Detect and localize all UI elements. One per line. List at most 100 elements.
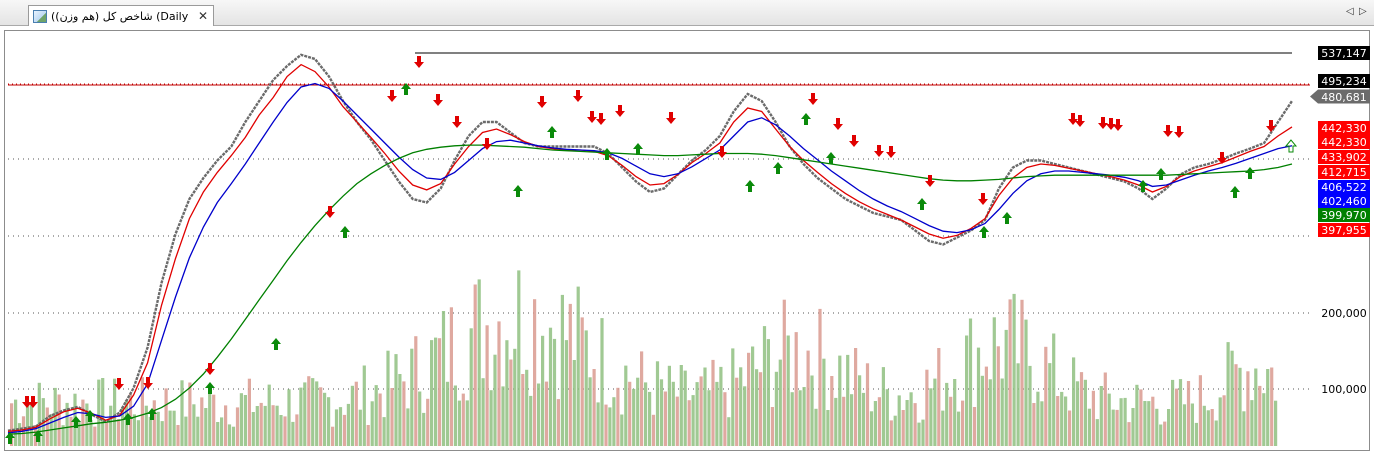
- volume-axis-labels: 200,000 100,000: [1321, 307, 1367, 396]
- volume-bar: [1020, 299, 1024, 446]
- volume-bar: [25, 405, 30, 446]
- volume-bar: [556, 399, 560, 446]
- volume-bar: [121, 407, 125, 446]
- volume-bar: [445, 381, 450, 446]
- volume-bar: [101, 378, 105, 446]
- volume-bar: [1131, 408, 1135, 446]
- volume-bar: [1163, 421, 1167, 446]
- volume-bar: [1274, 400, 1278, 446]
- buy-arrow-icon: [1284, 139, 1298, 153]
- volume-bar: [29, 402, 33, 446]
- volume-bar: [727, 417, 731, 446]
- sell-arrow-icon: [587, 111, 597, 123]
- volume-bar: [61, 425, 65, 446]
- volume-bar: [299, 387, 303, 446]
- volume-bar: [227, 424, 232, 446]
- volume-bar: [271, 405, 275, 446]
- volume-bar: [1206, 410, 1210, 446]
- volume-bar: [846, 354, 850, 446]
- sell-arrow-icon: [1106, 118, 1116, 130]
- volume-bar: [513, 348, 517, 446]
- volume-bar: [735, 377, 739, 446]
- volume-bar: [552, 338, 557, 446]
- volume-bar: [798, 390, 802, 446]
- volume-bar: [493, 354, 497, 446]
- volume-bar: [156, 411, 160, 446]
- volume-bar: [1008, 299, 1012, 446]
- sell-arrow-icon: [1113, 119, 1123, 131]
- buy-arrow-icon: [271, 338, 281, 350]
- volume-bar: [505, 340, 509, 446]
- volume-bar: [37, 382, 41, 446]
- volume-bar: [1254, 368, 1258, 446]
- volume-bar: [144, 405, 148, 446]
- volume-bar: [739, 367, 743, 446]
- series-line-1: [7, 63, 1293, 433]
- volume-bar: [1226, 342, 1230, 446]
- volume-tick-label: 200,000: [1321, 307, 1367, 320]
- buy-arrow-icon: [33, 430, 43, 442]
- volume-bar: [327, 397, 331, 446]
- price-tag: 442,330: [1318, 121, 1370, 135]
- volume-bar: [1147, 401, 1151, 446]
- price-tag: 399,970: [1318, 208, 1370, 222]
- volume-bar: [632, 388, 636, 446]
- volume-bar: [648, 391, 652, 446]
- volume-bar: [346, 403, 350, 446]
- volume-bar: [881, 367, 885, 446]
- volume-bar: [275, 405, 279, 446]
- volume-bar: [533, 299, 537, 446]
- close-icon[interactable]: ✕: [197, 9, 208, 23]
- volume-bar: [208, 389, 212, 446]
- volume-bar: [176, 425, 180, 446]
- sell-arrow-icon: [717, 146, 727, 158]
- volume-bar: [1068, 410, 1072, 446]
- signal-arrows: [5, 56, 1298, 444]
- volume-bar: [469, 328, 473, 446]
- volume-bar: [901, 410, 905, 446]
- chart-area[interactable]: [4, 30, 1370, 451]
- volume-bar: [128, 393, 133, 446]
- volume-bar: [695, 382, 699, 446]
- sell-arrow-icon: [849, 135, 859, 147]
- volume-bar: [338, 407, 343, 446]
- chart-tab[interactable]: (شاخص کل (هم وزن) (Daily ✕: [28, 5, 214, 26]
- scroll-left-icon[interactable]: ◁: [1346, 6, 1354, 17]
- volume-bar: [766, 339, 770, 446]
- volume-bar: [1036, 391, 1040, 446]
- volume-bar: [961, 400, 965, 446]
- volume-bar: [200, 397, 204, 446]
- volume-bar: [287, 389, 291, 446]
- sell-arrow-icon: [143, 377, 153, 389]
- sell-arrow-icon: [1174, 126, 1184, 138]
- volume-bar: [196, 416, 200, 446]
- scroll-right-icon[interactable]: ▷: [1359, 6, 1367, 17]
- volume-bar: [861, 392, 866, 446]
- volume-bar: [1103, 372, 1107, 446]
- chart-icon: [33, 9, 47, 23]
- volume-bar: [184, 416, 188, 446]
- volume-bar: [342, 414, 347, 446]
- volume-bar: [1056, 396, 1060, 446]
- volume-bar: [858, 375, 862, 446]
- volume-bar: [224, 405, 228, 446]
- volume-bar: [980, 375, 984, 446]
- volume-bar: [394, 354, 398, 446]
- buy-arrow-icon: [979, 226, 989, 238]
- buy-arrow-icon: [123, 413, 133, 425]
- sell-arrow-icon: [1217, 152, 1227, 164]
- volume-bar: [422, 412, 426, 446]
- volume-bar: [1135, 384, 1139, 446]
- sell-arrow-icon: [114, 378, 124, 390]
- volume-bar: [572, 360, 576, 446]
- volume-bar: [957, 411, 961, 446]
- buy-arrow-icon: [205, 382, 215, 394]
- volume-bar: [259, 402, 263, 446]
- price-tag-label: 406,522: [1321, 181, 1367, 194]
- price-tag: 397,955: [1318, 223, 1370, 237]
- volume-bar: [806, 350, 810, 446]
- volume-bar: [1222, 395, 1226, 446]
- volume-bar: [192, 404, 196, 446]
- volume-bar: [331, 426, 335, 446]
- volume-bar: [10, 403, 14, 446]
